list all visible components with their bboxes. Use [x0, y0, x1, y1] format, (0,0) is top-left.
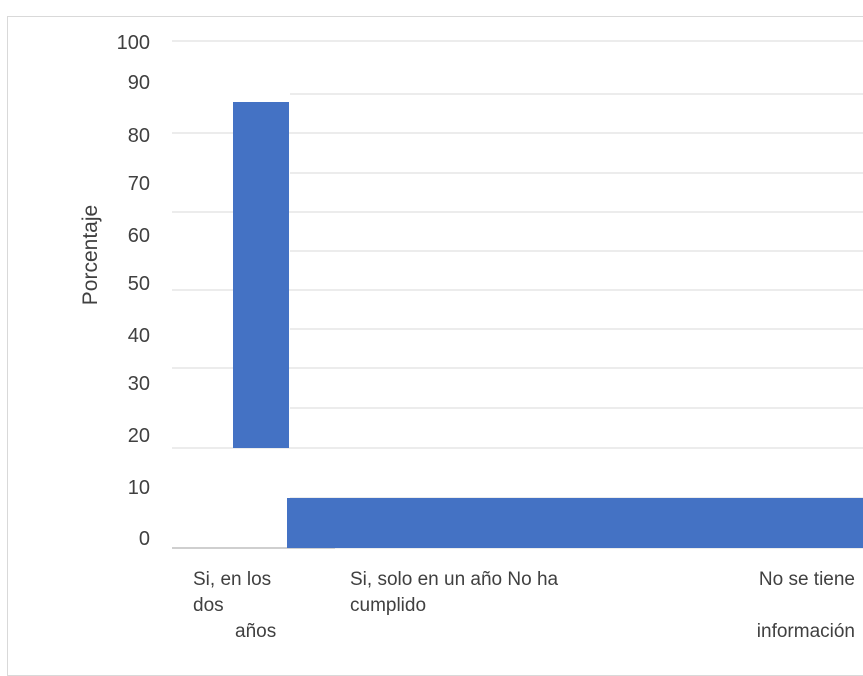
- y-axis-label: Porcentaje: [79, 205, 102, 305]
- x-label-no-se-tiene: No se tiene: [759, 569, 855, 590]
- x-label-no-ha-cumplido-line2: cumplido: [350, 595, 426, 616]
- y-tick-label: 70: [128, 173, 150, 195]
- x-label-si-en-los-dos-anos-line3: años: [235, 621, 276, 642]
- y-tick-label: 60: [128, 225, 150, 247]
- bar-low-categories: [287, 498, 863, 548]
- y-tick-label: 50: [128, 273, 150, 295]
- y-tick-label: 40: [128, 325, 150, 347]
- y-tick-label: 30: [128, 373, 150, 395]
- x-label-informacion: información: [757, 621, 855, 642]
- x-label-si-solo-no-ha: Si, solo en un año No ha: [350, 569, 559, 590]
- bars: [233, 102, 863, 548]
- y-tick-label: 80: [128, 125, 150, 147]
- y-tick-label: 90: [128, 72, 150, 94]
- y-tick-label: 100: [117, 32, 150, 54]
- y-tick-label: 0: [139, 528, 150, 550]
- x-label-si-en-los-dos-anos: Si, en los: [193, 569, 271, 590]
- y-tick-label: 20: [128, 425, 150, 447]
- bar-si-en-los-dos-anos: [233, 102, 289, 448]
- x-label-si-en-los-dos-anos-line2: dos: [193, 595, 224, 616]
- y-tick-label: 10: [128, 477, 150, 499]
